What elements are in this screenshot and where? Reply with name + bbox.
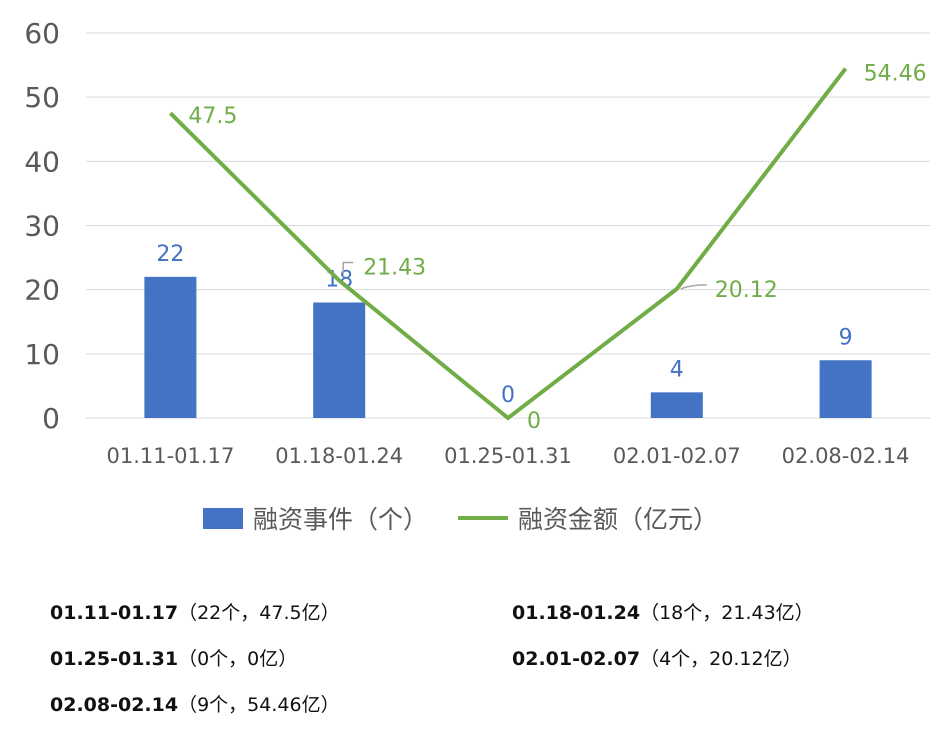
- x-tick-label: 02.08-02.14: [782, 444, 910, 468]
- y-tick-label: 20: [24, 274, 60, 307]
- note-period: 01.18-01.24: [512, 602, 641, 624]
- line-data-label: 21.43: [363, 255, 426, 280]
- y-tick-label: 0: [42, 402, 60, 435]
- leader-line: [342, 261, 354, 275]
- note-detail: （18个，21.43亿）: [640, 602, 814, 624]
- note-item: 01.11-01.17（22个，47.5亿）: [50, 598, 340, 625]
- line-data-label: 54.46: [864, 62, 927, 87]
- x-tick-label: 01.18-01.24: [275, 444, 403, 468]
- line-series: [168, 67, 848, 421]
- bar: [819, 360, 872, 418]
- series-line: [168, 67, 848, 421]
- note-detail: （9个，54.46亿）: [178, 694, 340, 716]
- y-tick-label: 60: [24, 17, 60, 50]
- legend-label: 融资金额（亿元）: [518, 505, 718, 534]
- legend-label: 融资事件（个）: [253, 505, 428, 534]
- y-tick-label: 50: [24, 81, 60, 114]
- y-axis-ticks: 0 10 20 30 40 50 60: [24, 17, 60, 435]
- note-item: 01.25-01.31（0个，0亿）: [50, 644, 297, 671]
- bar-data-label: 0: [501, 383, 515, 408]
- line-data-label: 20.12: [715, 278, 778, 303]
- note-period: 01.25-01.31: [50, 648, 179, 670]
- note-period: 02.01-02.07: [512, 648, 641, 670]
- note-period: 02.08-02.14: [50, 694, 179, 716]
- y-tick-label: 30: [24, 210, 60, 243]
- note-period: 01.11-01.17: [50, 602, 179, 624]
- line-data-label: 47.5: [188, 104, 237, 129]
- x-axis-ticks: 01.11-01.17 01.18-01.24 01.25-01.31 02.01-0…: [106, 444, 909, 468]
- line-data-label: 0: [527, 409, 541, 434]
- bar-series: [144, 276, 872, 418]
- note-item: 02.01-02.07（4个，20.12亿）: [512, 644, 802, 671]
- bar-data-label: 22: [156, 242, 184, 267]
- bar-data-label: 4: [670, 357, 684, 382]
- legend-swatch-bar: [203, 508, 243, 529]
- note-item: 01.18-01.24（18个，21.43亿）: [512, 598, 814, 625]
- bar: [144, 276, 197, 418]
- x-tick-label: 01.11-01.17: [106, 444, 234, 468]
- bar: [650, 392, 703, 418]
- bar-data-label: 9: [839, 325, 853, 350]
- bar: [313, 302, 366, 418]
- x-tick-label: 01.25-01.31: [444, 444, 572, 468]
- y-tick-label: 10: [24, 338, 60, 371]
- x-tick-label: 02.01-02.07: [613, 444, 741, 468]
- note-item: 02.08-02.14（9个，54.46亿）: [50, 690, 340, 717]
- leader-line: [680, 284, 707, 290]
- legend: 融资事件（个） 融资金额（亿元）: [203, 505, 718, 534]
- y-tick-label: 40: [24, 145, 60, 178]
- note-detail: （22个，47.5亿）: [178, 602, 340, 624]
- gridlines: [86, 32, 930, 419]
- note-detail: （4个，20.12亿）: [640, 648, 802, 670]
- line-data-labels: 47.5 21.43 0 20.12 54.46: [188, 62, 926, 434]
- note-detail: （0个，0亿）: [178, 648, 298, 670]
